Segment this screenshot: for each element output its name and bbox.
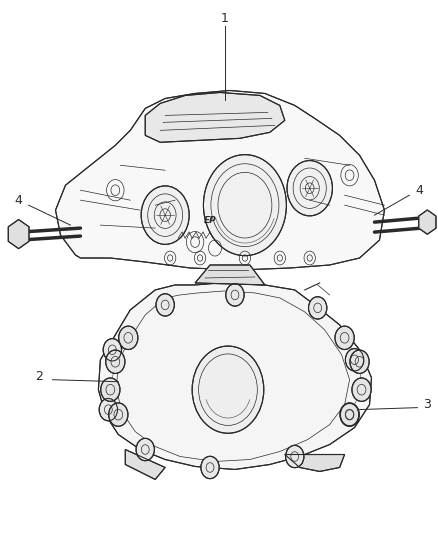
Text: 2: 2 (35, 370, 42, 383)
Polygon shape (145, 92, 285, 142)
Polygon shape (195, 265, 265, 285)
Text: 4: 4 (15, 193, 23, 207)
Text: 3: 3 (424, 398, 431, 411)
Circle shape (340, 403, 359, 426)
Circle shape (109, 403, 128, 426)
Polygon shape (56, 91, 385, 270)
Circle shape (192, 346, 264, 433)
Circle shape (335, 326, 354, 350)
Polygon shape (285, 455, 345, 472)
Circle shape (352, 378, 371, 401)
Text: EP: EP (204, 216, 216, 224)
Circle shape (287, 160, 332, 216)
Circle shape (340, 403, 359, 426)
Circle shape (99, 399, 117, 421)
Circle shape (308, 297, 327, 319)
Polygon shape (99, 283, 371, 470)
Polygon shape (419, 210, 436, 234)
Circle shape (119, 326, 138, 350)
Polygon shape (8, 220, 29, 249)
Circle shape (106, 350, 125, 374)
Circle shape (101, 378, 120, 401)
Polygon shape (125, 449, 165, 480)
Circle shape (103, 338, 121, 361)
Circle shape (141, 186, 189, 244)
Circle shape (286, 446, 304, 467)
Circle shape (201, 456, 219, 479)
Circle shape (346, 349, 364, 371)
Circle shape (226, 284, 244, 306)
Circle shape (156, 294, 174, 316)
Text: 4: 4 (415, 184, 423, 197)
Circle shape (136, 438, 155, 461)
Circle shape (350, 350, 369, 374)
Circle shape (203, 155, 286, 256)
Text: 1: 1 (221, 12, 229, 25)
